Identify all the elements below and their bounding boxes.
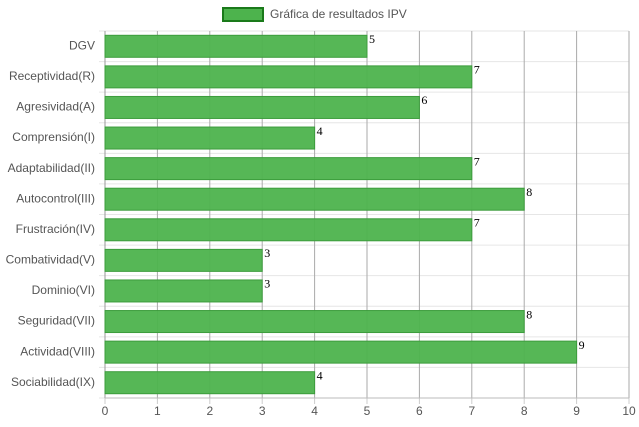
x-tick-label: 5 — [364, 404, 371, 418]
value-label: 8 — [526, 185, 532, 199]
x-tick-label: 3 — [259, 404, 266, 418]
value-label: 4 — [317, 368, 323, 382]
value-label: 3 — [264, 277, 270, 291]
y-tick-label: Dominio(VI) — [32, 283, 95, 297]
value-label: 9 — [579, 338, 585, 352]
x-tick-label: 8 — [521, 404, 528, 418]
value-label: 7 — [474, 154, 480, 168]
value-label: 6 — [421, 93, 427, 107]
x-tick-label: 6 — [416, 404, 423, 418]
value-label: 8 — [526, 307, 532, 321]
x-tick-label: 1 — [154, 404, 161, 418]
x-tick-label: 9 — [573, 404, 580, 418]
value-label: 4 — [317, 124, 323, 138]
bar — [104, 340, 578, 364]
x-tick-label: 2 — [206, 404, 213, 418]
x-tick-label: 4 — [311, 404, 318, 418]
y-tick-label: Actividad(VIII) — [20, 344, 95, 358]
y-tick-label: DGV — [69, 38, 95, 52]
value-label: 5 — [369, 32, 375, 46]
x-tick-label: 0 — [102, 404, 109, 418]
bar — [104, 218, 473, 242]
value-label: 7 — [474, 63, 480, 77]
value-label: 3 — [264, 246, 270, 260]
bar — [104, 248, 263, 272]
y-tick-label: Receptividad(R) — [9, 69, 95, 83]
legend-label: Gráfica de resultados IPV — [270, 7, 407, 21]
x-tick-label: 10 — [622, 404, 636, 418]
x-tick-label: 7 — [468, 404, 475, 418]
y-tick-label: Adaptabilidad(II) — [8, 161, 95, 175]
y-tick-label: Agresividad(A) — [16, 100, 95, 114]
bar — [104, 95, 420, 119]
bar — [104, 65, 473, 89]
y-tick-label: Frustración(IV) — [16, 222, 95, 236]
bar — [104, 187, 525, 211]
bar — [104, 34, 368, 58]
y-tick-label: Seguridad(VII) — [18, 314, 95, 328]
value-label: 7 — [474, 216, 480, 230]
legend-swatch — [222, 7, 264, 22]
y-tick-label: Autocontrol(III) — [16, 191, 95, 205]
bar — [104, 157, 473, 181]
bar — [104, 279, 263, 303]
y-tick-label: Comprensión(I) — [12, 130, 95, 144]
bar — [104, 310, 525, 334]
bar — [104, 126, 316, 150]
y-tick-label: Combatividad(V) — [6, 253, 95, 267]
y-tick-label: Sociabilidad(IX) — [11, 375, 95, 389]
bar — [104, 371, 316, 395]
